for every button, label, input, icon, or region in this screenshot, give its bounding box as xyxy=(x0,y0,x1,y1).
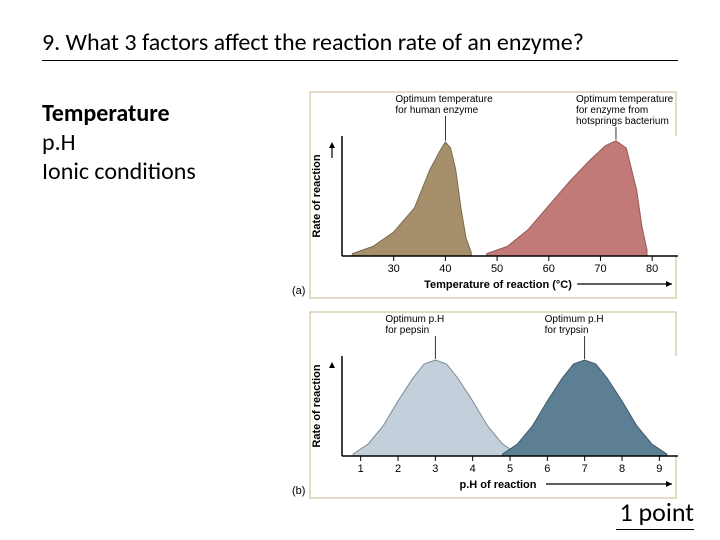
svg-text:3: 3 xyxy=(432,463,438,475)
svg-text:p.H of reaction: p.H of reaction xyxy=(459,479,536,491)
points-underline xyxy=(616,529,694,530)
svg-text:50: 50 xyxy=(491,263,503,275)
svg-text:(b): (b) xyxy=(292,485,305,497)
svg-text:hotsprings bacterium: hotsprings bacterium xyxy=(576,116,669,127)
svg-text:for pepsin: for pepsin xyxy=(385,325,429,336)
svg-text:70: 70 xyxy=(594,263,606,275)
svg-text:80: 80 xyxy=(646,263,658,275)
question-underline xyxy=(42,60,678,61)
svg-text:40: 40 xyxy=(439,263,451,275)
answer-3: Ionic conditions xyxy=(42,158,196,187)
svg-text:Rate of reaction: Rate of reaction xyxy=(311,154,323,237)
answer-2: p.H xyxy=(42,129,196,158)
points-text: 1 point xyxy=(619,496,694,528)
svg-text:for enzyme from: for enzyme from xyxy=(576,105,648,116)
svg-text:for trypsin: for trypsin xyxy=(545,325,589,336)
svg-text:1: 1 xyxy=(358,463,364,475)
answer-1: Temperature xyxy=(42,100,196,129)
svg-text:30: 30 xyxy=(388,263,400,275)
chart-b: 1 2 3 4 5 6 7 8 9 p.H of reaction Rate of reaction… xyxy=(288,310,688,500)
svg-text:2: 2 xyxy=(395,463,401,475)
svg-text:Optimum temperature: Optimum temperature xyxy=(395,94,493,105)
svg-text:60: 60 xyxy=(543,263,555,275)
svg-text:4: 4 xyxy=(470,463,476,475)
answers-block: Temperature p.H Ionic conditions xyxy=(42,100,196,186)
svg-text:Optimum p.H: Optimum p.H xyxy=(385,314,444,325)
chart-a: 30 40 50 60 70 80 Temperature of reaction (°C)… xyxy=(288,90,688,300)
svg-text:Temperature of reaction (°C): Temperature of reaction (°C) xyxy=(424,279,572,291)
svg-text:9: 9 xyxy=(656,463,662,475)
svg-text:Rate of reaction: Rate of reaction xyxy=(311,364,323,447)
svg-text:for human enzyme: for human enzyme xyxy=(395,105,478,116)
svg-text:(a): (a) xyxy=(292,285,305,297)
svg-text:5: 5 xyxy=(507,463,513,475)
question-text: 9. What 3 factors affect the reaction ra… xyxy=(42,28,584,57)
svg-text:6: 6 xyxy=(544,463,550,475)
svg-text:Optimum p.H: Optimum p.H xyxy=(545,314,604,325)
svg-text:7: 7 xyxy=(582,463,588,475)
svg-text:Optimum temperature: Optimum temperature xyxy=(576,94,674,105)
svg-text:8: 8 xyxy=(619,463,625,475)
